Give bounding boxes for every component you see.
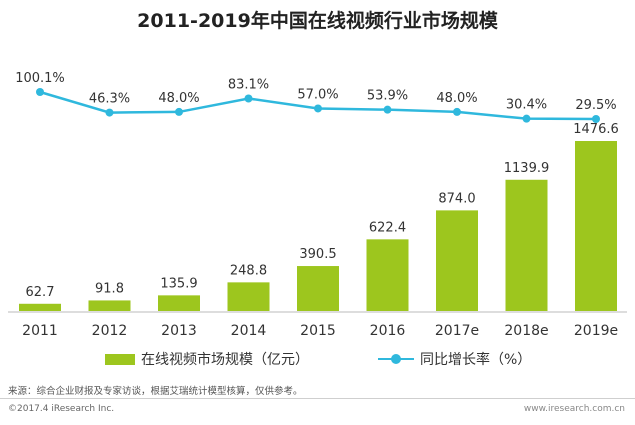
growth-value-label-2019e: 29.5% [575, 98, 616, 113]
footer-divider [0, 398, 635, 399]
x-tick-2012: 2012 [92, 323, 128, 339]
bar-value-label-2016: 622.4 [369, 220, 406, 235]
x-tick-2011: 2011 [22, 323, 58, 339]
growth-value-label-2014: 83.1% [228, 78, 269, 93]
bar-2015 [297, 266, 339, 311]
x-tick-2013: 2013 [161, 323, 197, 339]
bar-value-label-2015: 390.5 [299, 247, 336, 262]
bar-2013 [158, 295, 200, 311]
bar-2011 [19, 303, 61, 311]
growth-point-2015 [314, 104, 322, 113]
growth-value-label-2015: 57.0% [297, 87, 338, 102]
bar-value-label-2011: 62.7 [26, 285, 55, 300]
bar-value-label-2017e: 874.0 [438, 191, 475, 206]
x-tick-2016: 2016 [370, 323, 406, 339]
growth-point-2016 [383, 105, 392, 114]
growth-value-label-2013: 48.0% [158, 91, 199, 106]
legend-item-growth-rate: 同比增长率（%） [378, 349, 531, 369]
growth-point-2019e [592, 115, 600, 123]
bars-layer: 62.7 91.8 135.9 248.8 390.5 622.4 874.0 1139.9 1… [19, 122, 619, 311]
legend-label-market-size: 在线视频市场规模（亿元） [141, 352, 309, 368]
growth-line-layer: 100.1% 46.3% 48.0% 83.1% 57.0% 53.9% 48.0% 30.4… [15, 71, 617, 123]
x-tick-2015: 2015 [300, 323, 336, 339]
bar-2017e [436, 210, 478, 311]
copyright-text: ©2017.4 iResearch Inc. [8, 404, 115, 414]
bar-2018e [505, 179, 548, 311]
website-text: www.iresearch.com.cn [523, 404, 625, 414]
bar-2019e [575, 141, 617, 311]
chart-title: 2011-2019年中国在线视频行业市场规模 [137, 10, 498, 32]
growth-value-label-2011: 100.1% [15, 71, 65, 86]
growth-value-label-2017e: 48.0% [436, 91, 477, 106]
growth-point-2012 [105, 108, 114, 117]
growth-point-2011 [36, 88, 44, 96]
growth-value-label-2018e: 30.4% [506, 98, 547, 113]
growth-point-2013 [175, 107, 183, 116]
bar-value-label-2019e: 1476.6 [573, 122, 619, 137]
growth-value-label-2012: 46.3% [89, 92, 130, 107]
bar-value-label-2014: 248.8 [230, 263, 267, 278]
bar-value-label-2018e: 1139.9 [504, 161, 550, 176]
bar-2014 [227, 282, 270, 311]
growth-point-2018e [522, 114, 531, 123]
bar-value-label-2013: 135.9 [160, 276, 197, 291]
x-tick-2014: 2014 [231, 323, 267, 339]
x-tick-2017e: 2017e [435, 323, 479, 339]
growth-point-2014 [244, 94, 253, 103]
legend-item-market-size: 在线视频市场规模（亿元） [105, 349, 309, 369]
bar-value-label-2012: 91.8 [95, 281, 124, 296]
legend-swatch-line [378, 353, 414, 365]
x-tick-2018e: 2018e [504, 323, 548, 339]
growth-value-label-2016: 53.9% [367, 89, 408, 104]
growth-point-2017e [453, 107, 461, 116]
legend-label-growth-rate: 同比增长率（%） [420, 352, 532, 368]
source-note: 来源：综合企业财报及专家访谈，根据艾瑞统计模型核算，仅供参考。 [8, 386, 303, 397]
x-tick-layer: 2011 2012 2013 2014 2015 2016 2017e 2018e 2019e [22, 323, 618, 339]
legend-swatch-bar [105, 353, 135, 365]
bar-2012 [88, 300, 131, 311]
bar-2016 [366, 239, 409, 311]
x-tick-2019e: 2019e [574, 323, 618, 339]
